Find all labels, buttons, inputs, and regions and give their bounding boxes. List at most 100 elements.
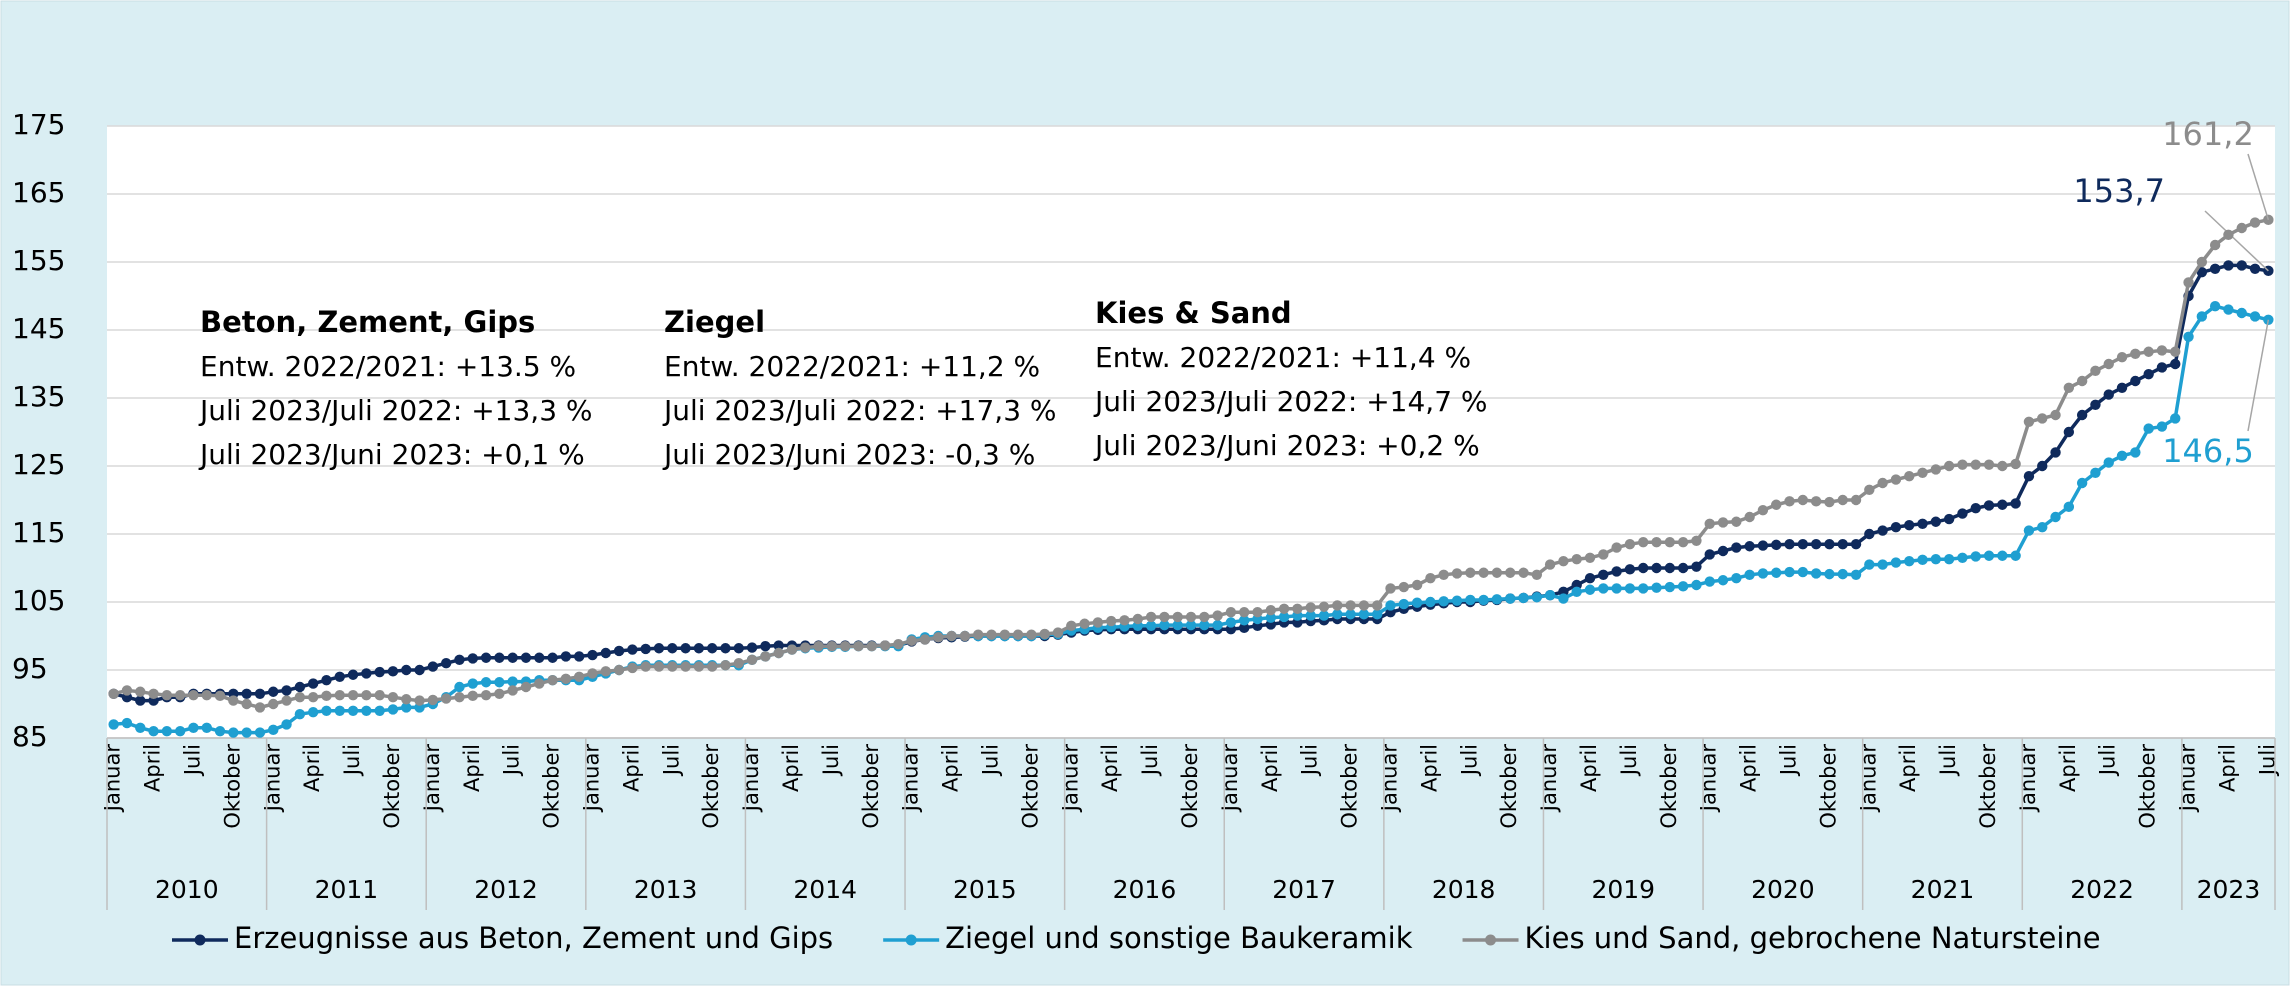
data-point: [454, 654, 465, 665]
data-point: [1438, 596, 1449, 607]
data-point: [294, 709, 306, 720]
data-point: [1837, 494, 1848, 506]
data-point: [1372, 600, 1383, 611]
data-point: [148, 688, 159, 699]
annotation-line: Entw. 2022/2021: +11,2 %: [664, 350, 1040, 383]
data-point: [214, 726, 226, 737]
x-tick-label: Oktober: [380, 744, 404, 829]
data-point: [1278, 611, 1290, 623]
data-point: [1664, 536, 1676, 548]
legend-marker: [1485, 934, 1497, 946]
y-tick-label: 125: [12, 448, 65, 481]
data-point: [108, 719, 119, 730]
data-point: [135, 722, 146, 733]
x-tick-label: Januar: [1537, 744, 1561, 814]
x-tick-label: Juli: [659, 744, 683, 777]
data-point: [241, 688, 252, 699]
data-point: [1066, 620, 1077, 631]
annotation-line: Entw. 2022/2021: +13.5 %: [200, 350, 576, 383]
y-tick-label: 85: [12, 720, 48, 753]
y-tick-label: 115: [12, 516, 65, 549]
x-tick-label: Juli: [500, 744, 524, 777]
data-point: [2249, 311, 2261, 322]
data-point: [2236, 222, 2247, 234]
data-point: [1451, 595, 1463, 606]
data-point: [214, 690, 226, 702]
data-point: [573, 651, 585, 662]
data-point: [480, 652, 492, 663]
data-point: [1837, 568, 1848, 580]
data-point: [1784, 566, 1795, 578]
data-point: [760, 641, 771, 652]
data-point: [281, 685, 292, 696]
data-point: [2156, 362, 2168, 373]
data-point: [1744, 511, 1755, 523]
data-point: [2236, 307, 2247, 319]
annotation-title: Beton, Zement, Gips: [200, 305, 535, 339]
data-point: [2156, 421, 2168, 432]
data-point: [1584, 573, 1596, 584]
data-point: [587, 649, 598, 661]
x-tick-label: Januar: [739, 744, 763, 814]
x-tick-label: April: [1098, 744, 1122, 792]
data-point: [1265, 604, 1277, 616]
data-point: [1957, 552, 1968, 563]
data-point: [1810, 568, 1822, 579]
data-point: [1877, 559, 1888, 570]
data-point: [1997, 499, 2008, 510]
data-point: [1398, 598, 1410, 610]
data-point: [733, 643, 744, 654]
data-point: [401, 664, 412, 676]
data-point: [2130, 447, 2141, 458]
data-point: [2050, 409, 2061, 421]
y-tick-label: 165: [12, 176, 65, 209]
data-point: [467, 690, 478, 702]
x-tick-label: April: [141, 744, 165, 792]
data-point: [1105, 615, 1117, 627]
data-point: [866, 641, 877, 652]
data-point: [1904, 471, 1915, 482]
annotation-line: Entw. 2022/2021: +11,4 %: [1095, 341, 1471, 374]
x-tick-label: Januar: [1378, 744, 1402, 814]
data-point: [494, 688, 505, 699]
data-point: [1810, 539, 1822, 550]
data-point: [1771, 539, 1782, 551]
leader-line: [2204, 210, 2269, 272]
data-point: [307, 706, 319, 718]
data-point: [2063, 501, 2075, 512]
data-point: [1771, 499, 1782, 510]
data-point: [1744, 541, 1755, 552]
x-tick-label: Januar: [2016, 744, 2040, 814]
data-point: [2196, 311, 2208, 322]
data-point: [1824, 539, 1835, 550]
data-point: [520, 681, 532, 693]
data-point: [321, 675, 332, 686]
data-point: [148, 726, 159, 737]
x-tick-label: Oktober: [699, 744, 723, 829]
data-point: [2010, 458, 2021, 470]
data-point: [1624, 564, 1636, 575]
data-point: [1651, 562, 1662, 574]
data-point: [2050, 447, 2061, 458]
data-point: [1385, 583, 1396, 594]
data-point: [494, 677, 505, 688]
year-label: 2020: [1751, 875, 1815, 904]
data-point: [228, 727, 239, 738]
data-point: [1425, 573, 1436, 584]
data-point: [1531, 592, 1543, 603]
data-point: [2130, 375, 2141, 387]
y-tick-label: 105: [12, 584, 65, 617]
data-point: [1239, 615, 1250, 626]
data-point: [268, 686, 279, 697]
data-point: [1970, 459, 1981, 470]
data-point: [1717, 545, 1729, 557]
data-point: [1598, 569, 1609, 580]
data-point: [480, 677, 492, 688]
data-point: [534, 652, 545, 663]
data-point: [800, 642, 811, 653]
data-point: [1345, 600, 1356, 611]
data-point: [693, 643, 705, 654]
data-point: [1864, 559, 1875, 570]
x-tick-label: Juli: [1298, 744, 1322, 777]
